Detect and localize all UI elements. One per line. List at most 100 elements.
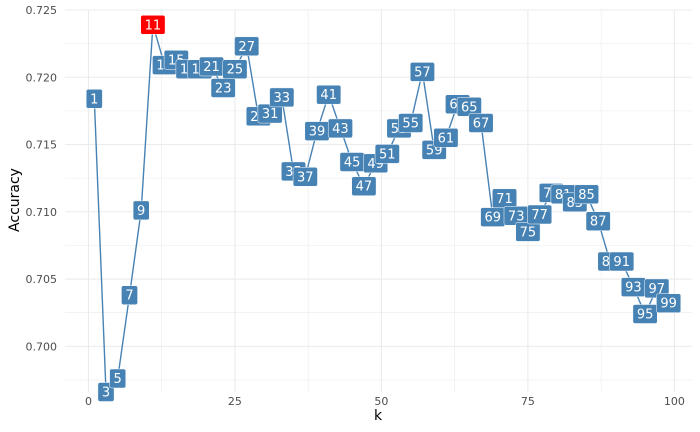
y-tick-label: 0.715 — [26, 139, 58, 152]
point-label: 67 — [468, 113, 494, 133]
point-label: 39 — [304, 121, 330, 141]
point-label: 25 — [222, 59, 248, 79]
point-label: 77 — [527, 204, 553, 225]
point-label-box — [656, 293, 682, 313]
point-label: 7 — [121, 285, 138, 305]
point-label-box — [316, 84, 342, 105]
point-label-text: 37 — [297, 170, 314, 185]
point-label: 5 — [109, 368, 127, 389]
point-label: 27 — [234, 36, 260, 57]
point-label-text: 85 — [578, 188, 595, 203]
x-tick-label: 0 — [85, 395, 92, 408]
point-label: 51 — [374, 144, 400, 164]
point-label: 1 — [85, 89, 103, 109]
point-label-box — [234, 36, 260, 57]
point-label-box — [433, 128, 459, 148]
point-label: 55 — [398, 113, 424, 133]
grid-major — [65, 9, 692, 392]
point-label: 43 — [327, 118, 353, 139]
point-label-text: 51 — [379, 147, 396, 162]
best-k-label-box — [140, 15, 166, 35]
point-label-text: 7 — [125, 289, 133, 304]
x-tick-label: 25 — [228, 395, 242, 408]
x-tick-label: 50 — [374, 395, 388, 408]
point-label: 95 — [632, 304, 658, 324]
point-label-text: 45 — [344, 156, 361, 171]
y-tick-label: 0.710 — [26, 206, 58, 219]
point-label-box — [574, 184, 599, 205]
point-label: 37 — [292, 167, 318, 187]
point-label-box — [351, 176, 377, 196]
point-label-box — [374, 144, 400, 164]
point-label: 45 — [339, 152, 365, 172]
point-label-text: 21 — [203, 60, 220, 75]
point-label-box — [269, 87, 295, 108]
point-label-text: 95 — [637, 308, 654, 323]
point-label-text: 97 — [649, 282, 666, 297]
x-axis-ticks: 0 25 50 75 100 — [85, 395, 685, 408]
point-label-box — [398, 113, 424, 133]
point-label: 87 — [585, 211, 611, 231]
point-label-text: 39 — [309, 125, 326, 140]
point-label-text: 87 — [590, 215, 607, 230]
point-label: 33 — [269, 87, 295, 108]
point-label-box — [292, 167, 318, 187]
point-label-text: 61 — [438, 131, 455, 146]
point-label-box — [222, 59, 248, 79]
point-label-text: 71 — [496, 192, 513, 207]
point-label: 85 — [574, 184, 599, 205]
point-label-text: 9 — [137, 204, 145, 219]
y-axis-ticks: 0.700 0.705 0.710 0.715 0.720 0.725 — [26, 4, 58, 353]
point-labels: 1357911131517192123252729313335373941434… — [85, 15, 682, 402]
point-label: 9 — [132, 200, 150, 221]
point-label-text: 11 — [145, 18, 162, 33]
point-label: 71 — [492, 188, 517, 209]
point-label-text: 31 — [262, 107, 279, 122]
point-label-text: 65 — [461, 100, 478, 115]
point-label-text: 33 — [274, 91, 291, 106]
point-label-text: 43 — [332, 122, 349, 137]
point-label-text: 3 — [102, 386, 110, 401]
point-label-text: 25 — [227, 63, 244, 78]
x-tick-label: 75 — [521, 395, 535, 408]
point-label-text: 57 — [414, 65, 431, 80]
point-label: 31 — [257, 103, 283, 124]
x-tick-label: 100 — [664, 395, 685, 408]
point-label-box — [109, 368, 127, 389]
point-label: 73 — [503, 206, 529, 226]
point-label-text: 5 — [114, 372, 122, 387]
point-label: 69 — [480, 207, 506, 227]
point-label: 41 — [316, 84, 342, 105]
x-axis-title: k — [374, 408, 383, 424]
point-label-box — [121, 285, 138, 305]
point-label-text: 1 — [90, 92, 98, 107]
point-label: 47 — [351, 176, 377, 196]
point-label: 21 — [199, 56, 224, 77]
point-label: 93 — [620, 277, 646, 297]
point-label-box — [527, 204, 553, 225]
point-label-box — [468, 113, 494, 133]
point-label: 91 — [609, 251, 635, 272]
y-tick-label: 0.720 — [26, 71, 58, 84]
y-tick-label: 0.705 — [26, 273, 58, 286]
y-tick-label: 0.725 — [26, 4, 58, 17]
point-label: 57 — [409, 62, 435, 82]
point-label-text: 91 — [613, 255, 630, 270]
point-label-text: 93 — [625, 281, 642, 296]
point-label-text: 55 — [402, 117, 419, 132]
point-label: 97 — [644, 278, 670, 299]
point-label-box — [85, 89, 103, 109]
point-label: 23 — [210, 78, 236, 98]
point-label-text: 69 — [485, 211, 502, 226]
point-label-box — [132, 200, 150, 221]
point-label-text: 75 — [520, 225, 537, 240]
point-label: 75 — [515, 222, 541, 242]
y-tick-label: 0.700 — [26, 340, 58, 353]
point-label: 11 — [140, 15, 166, 35]
point-label-text: 41 — [320, 88, 337, 103]
grid-minor — [65, 10, 692, 392]
point-label-text: 27 — [238, 40, 255, 55]
point-label-text: 77 — [531, 208, 548, 223]
